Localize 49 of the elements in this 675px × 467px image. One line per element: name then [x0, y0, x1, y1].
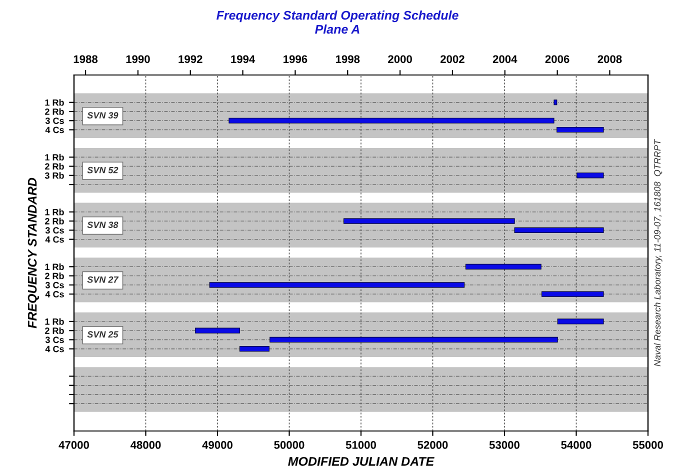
x2-tick-label: 1998 — [336, 55, 360, 64]
y-tick-label: 4 Cs — [45, 291, 64, 298]
x2-tick-label: 2004 — [492, 55, 518, 64]
annotation: SVN 27 — [87, 276, 119, 283]
y-tick-label: 4 Cs — [45, 126, 64, 134]
y-tick-label: 2 Rb — [45, 218, 64, 224]
y-tick-label: 1 Rb — [45, 318, 64, 325]
x2-tick-label: 1994 — [231, 55, 256, 64]
y-tick-label: 1 Rb — [45, 99, 64, 106]
x-tick-label: 50000 — [274, 441, 304, 449]
x2-tick-label: 1988 — [74, 55, 98, 64]
x-tick-label: 51000 — [346, 441, 376, 449]
annotation: SVN 52 — [87, 166, 118, 174]
annotation: SVN 38 — [87, 222, 118, 228]
y-tick-label: 1 Rb — [45, 263, 64, 270]
y-tick-label: 3 Cs — [45, 336, 64, 344]
y-tick-label: 3 Rb — [44, 172, 64, 179]
x2-tick-label: 1992 — [178, 55, 202, 64]
x-tick-label: 55000 — [632, 441, 663, 449]
x2-tick-label: 2000 — [388, 55, 412, 64]
x-tick-label: 52000 — [418, 441, 448, 449]
y-tick-label: 2 Rb — [45, 327, 64, 334]
y-tick-label: 3 Cs — [45, 282, 64, 288]
y-tick-label: 2 Rb — [45, 272, 64, 280]
text: Naval Research Laboratory, 11-09-07, 161808 QTRRPT — [654, 138, 662, 366]
y-tick-label: 1 Rb — [45, 208, 64, 216]
x2-tick-label: 1990 — [126, 55, 150, 64]
y-tick-label: 4 Cs — [45, 236, 64, 243]
x2-tick-label: 2002 — [440, 55, 464, 64]
y-axis-title: FREQUENCY STANDARD — [28, 178, 40, 328]
y-tick-label: 1 Rb — [45, 154, 64, 161]
y-tick-label: 3 Cs — [45, 227, 64, 234]
y-tick-label: 2 Rb — [45, 163, 64, 170]
annotation: SVN 39 — [87, 112, 118, 118]
chart-title: Frequency Standard Operating Schedule — [216, 10, 458, 22]
x2-tick-label: 1996 — [284, 55, 308, 64]
y-tick-label: 2 Rb — [45, 108, 64, 115]
x-tick-label: 49000 — [202, 441, 232, 449]
x-axis-title: MODIFIED JULIAN DATE — [288, 456, 434, 466]
x2-tick-label: 2006 — [545, 55, 570, 64]
x-tick-label: 47000 — [58, 441, 89, 449]
y-tick-label: 3 Cs — [45, 118, 64, 124]
annotation: SVN 25 — [87, 331, 118, 338]
x-tick-label: 53000 — [489, 441, 520, 449]
x-tick-label: 48000 — [130, 441, 161, 449]
y-tick-label: 4 Cs — [45, 346, 64, 352]
x2-tick-label: 2008 — [598, 55, 622, 64]
chart-subtitle: Plane A — [315, 24, 360, 34]
x-tick-label: 54000 — [561, 441, 592, 449]
